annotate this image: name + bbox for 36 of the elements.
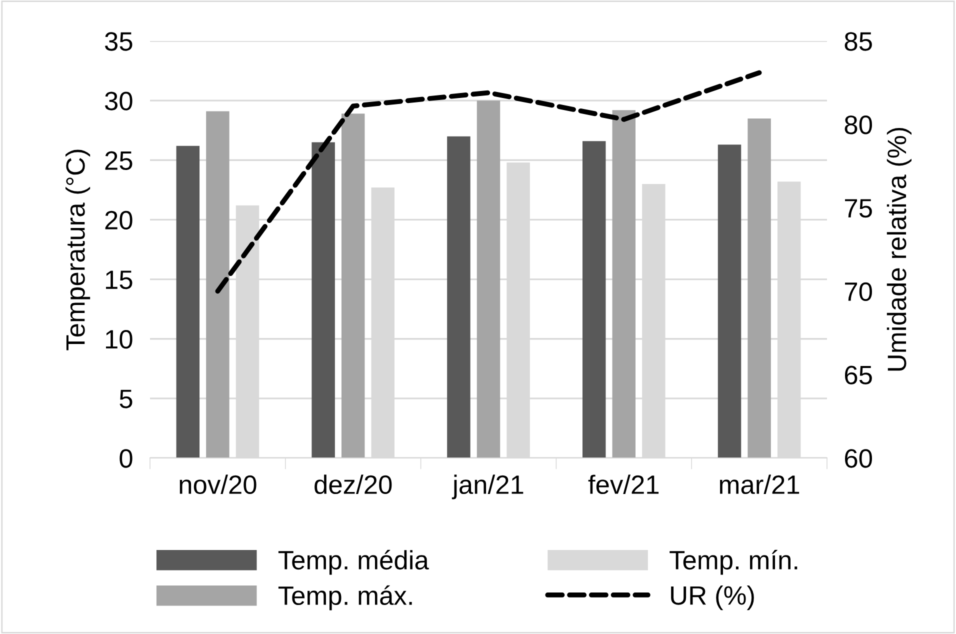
legend-label: Temp. máx. (278, 585, 412, 610)
legend-label: Temp. mín. (670, 550, 798, 575)
bar (582, 141, 606, 458)
y2-axis-title: Umidade relativa (%) (886, 128, 912, 371)
bar (176, 146, 200, 458)
x-tick-label: mar/21 (720, 474, 800, 494)
y-tick-label: 5 (120, 390, 132, 408)
bar (718, 144, 742, 458)
y-tick-label: 30 (104, 92, 132, 110)
y2-tick-label: 80 (844, 116, 872, 134)
y-axis-title: Temperatura (°C) (65, 150, 90, 350)
bar (206, 111, 230, 458)
x-tick-label: dez/20 (314, 474, 392, 494)
line-series (215, 70, 762, 294)
y-tick-label: 10 (106, 330, 132, 349)
bar (612, 110, 636, 458)
legend-label: UR (%) (671, 585, 754, 610)
y2-tick-label: 60 (845, 449, 872, 468)
bar (476, 100, 500, 458)
y2-tick-label: 75 (845, 199, 872, 218)
y2-tick-label: 65 (845, 366, 872, 384)
bar (341, 114, 365, 458)
y-tick-label: 15 (106, 270, 132, 290)
x-tick-label: fev/21 (588, 474, 659, 494)
y-tick-label: 35 (104, 32, 132, 51)
y-tick-label: 0 (120, 449, 132, 468)
y-tick-label: 25 (105, 151, 132, 170)
y-tick-label: 20 (105, 210, 132, 230)
bar (312, 142, 335, 458)
legend-label: Temp. média (278, 550, 429, 575)
bar (748, 118, 771, 458)
y2-tick-label: 85 (844, 32, 872, 51)
x-tick-label: nov/20 (180, 474, 256, 494)
bar (447, 136, 470, 458)
y2-tick-label: 70 (845, 282, 872, 302)
x-tick-label: jan/21 (452, 474, 524, 500)
